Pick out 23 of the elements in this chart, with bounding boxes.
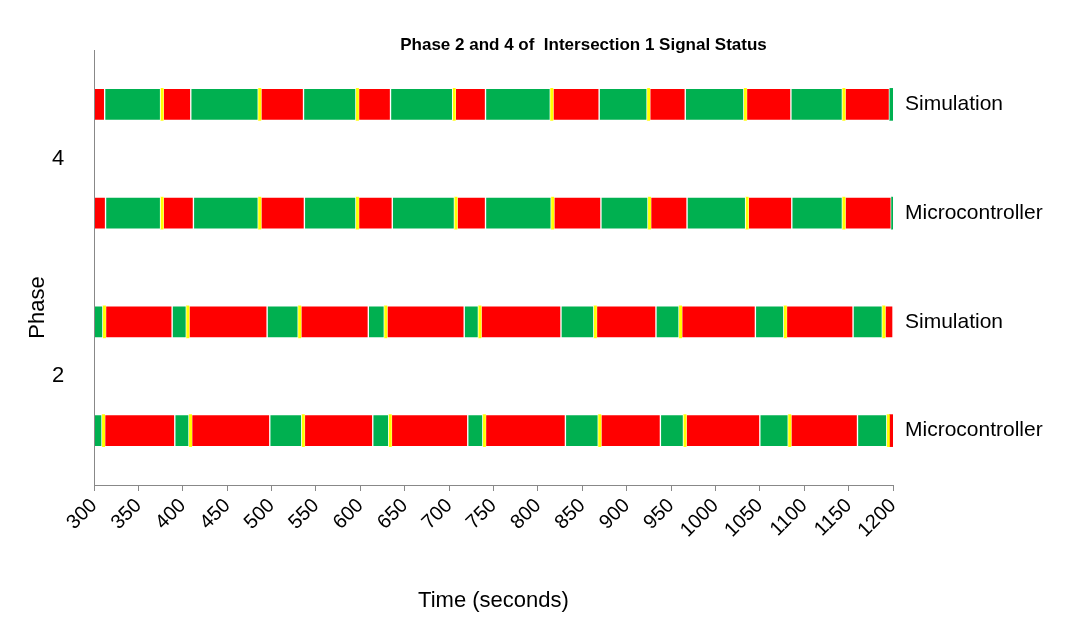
x-tick-label: 400 xyxy=(150,493,190,533)
x-tick-label: 700 xyxy=(416,493,456,533)
x-tick-label: 950 xyxy=(638,493,678,533)
x-tick-label: 900 xyxy=(594,493,634,533)
x-tick-label: 550 xyxy=(283,493,323,533)
text: 4 xyxy=(51,144,65,170)
y-tick-label: Simulation xyxy=(905,308,1004,332)
x-tick-label: 300 xyxy=(61,493,101,533)
text: 2 xyxy=(51,362,65,388)
y-tick-label: Microcontroller xyxy=(905,199,1043,223)
x-tick-label: 500 xyxy=(239,493,279,533)
x-tick-label: 750 xyxy=(461,493,501,533)
y-tick-label: Microcontroller xyxy=(905,417,1043,441)
x-tick-label: 350 xyxy=(105,493,146,533)
chart-title: Phase 2 and 4 of Intersection 1 Signal Status xyxy=(400,34,767,54)
y-tick-label: Simulation xyxy=(905,91,1004,115)
x-tick-label: 800 xyxy=(505,493,545,533)
x-axis-title: Time (seconds) xyxy=(418,586,569,612)
x-tick-label: 850 xyxy=(549,493,590,533)
y-axis-title: Phase xyxy=(24,276,50,339)
x-tick-label: 450 xyxy=(194,493,234,533)
x-tick-label: 600 xyxy=(327,493,368,533)
x-tick-label: 650 xyxy=(372,493,412,533)
